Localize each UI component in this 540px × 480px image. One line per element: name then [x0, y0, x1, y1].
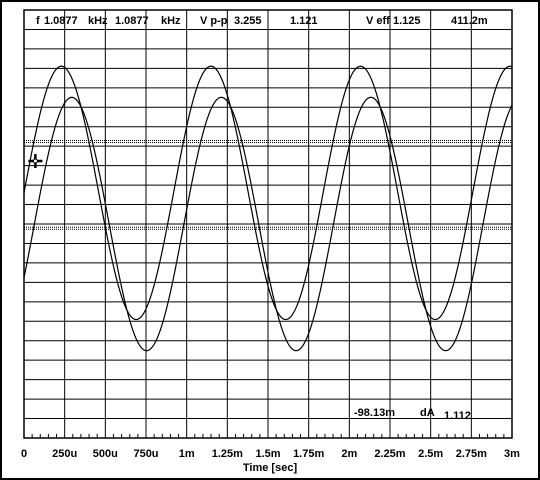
- x-tick-label: 2.25m: [374, 448, 405, 460]
- cursor-value: -98.13m: [354, 407, 395, 419]
- x-tick-label: 250u: [52, 448, 77, 460]
- x-tick-label: 2.75m: [456, 448, 487, 460]
- veff-label: V eff: [366, 15, 390, 27]
- freq-unit-2: kHz: [161, 15, 181, 27]
- x-tick-label: 2.5m: [418, 448, 443, 460]
- freq-value-1: 1.0877: [44, 15, 78, 27]
- reference-lines: [24, 140, 512, 230]
- da-label: dA: [420, 407, 435, 419]
- cursor-readout: -98.13m dA 1.112: [354, 407, 471, 422]
- da-value: 1.112: [444, 410, 471, 422]
- waveform-traces: [23, 65, 513, 352]
- grid: [24, 10, 512, 438]
- plot-area: [23, 9, 513, 439]
- vpp-value-1: 3.255: [234, 15, 262, 27]
- x-tick-label: 500u: [93, 448, 118, 460]
- x-axis-label: Time [sec]: [243, 462, 298, 474]
- x-tick-label: 1m: [179, 448, 195, 460]
- vpp-value-2: 1.121: [290, 15, 318, 27]
- freq-label: f: [36, 15, 40, 27]
- freq-unit-1: kHz: [88, 15, 108, 27]
- x-tick-label: 0: [21, 448, 27, 460]
- x-tick-label: 3m: [504, 448, 520, 460]
- freq-value-2: 1.0877: [115, 15, 149, 27]
- trace-2: [23, 96, 513, 352]
- trace-1: [23, 65, 513, 321]
- x-tick-labels: 0 250u 500u 750u 1m 1.25m 1.5m 1.75m 2m 2.25m 2.5m…: [21, 448, 520, 460]
- trigger-marker-center: [32, 158, 38, 164]
- x-tick-label: 1.5m: [255, 448, 280, 460]
- veff-value-2: 411.2m: [451, 15, 488, 27]
- x-tick-label: 2m: [341, 448, 357, 460]
- plot-border: [23, 9, 513, 439]
- veff-value-1: 1.125: [393, 15, 421, 27]
- trigger-marker: [28, 153, 43, 168]
- measurement-header: f 1.0877 kHz 1.0877 kHz V p-p 3.255 1.12…: [36, 15, 488, 27]
- x-tick-label: 1.25m: [212, 448, 243, 460]
- vpp-label: V p-p: [200, 15, 228, 27]
- x-tick-label: 1.75m: [293, 448, 324, 460]
- x-tick-label: 750u: [133, 448, 158, 460]
